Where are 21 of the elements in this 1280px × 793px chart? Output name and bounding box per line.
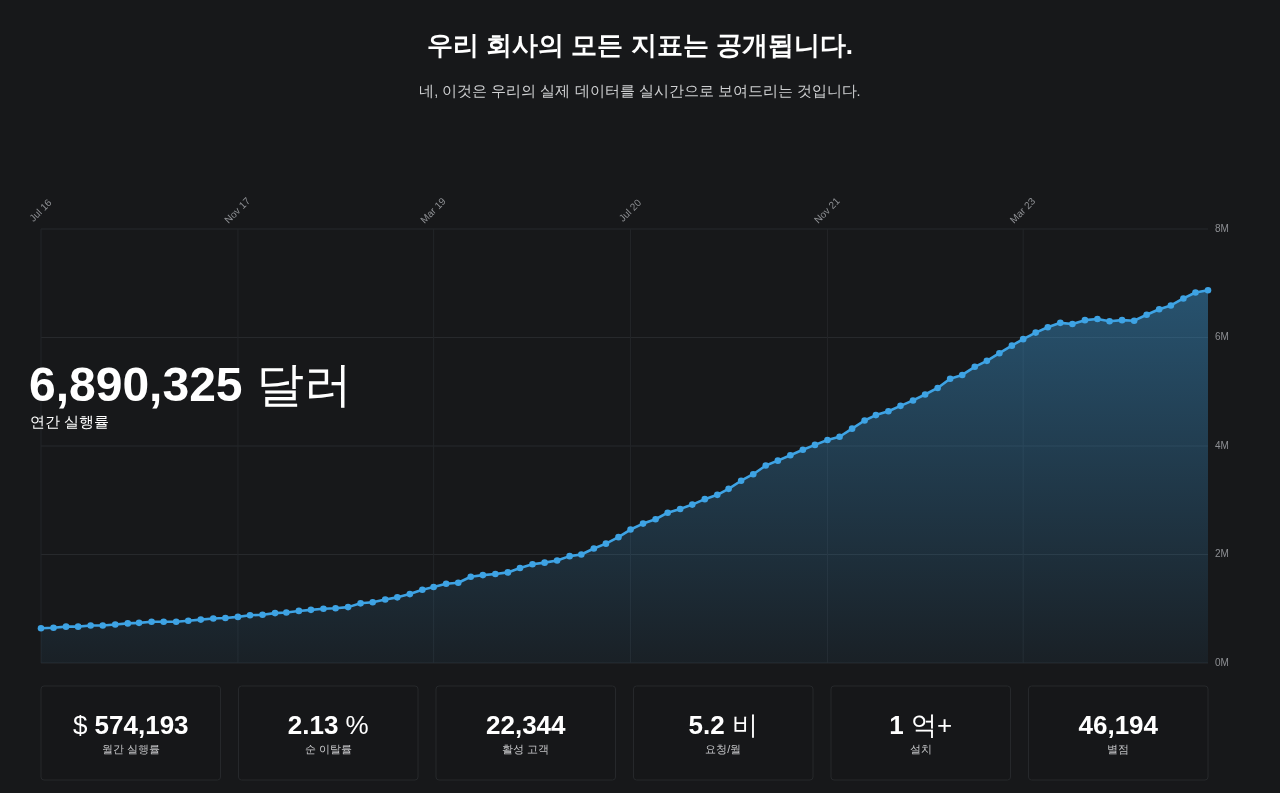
card: 46,194 별점 <box>1028 685 1209 781</box>
annotation: 연간 실행률 <box>30 413 110 430</box>
card: 1 억+ 설치 <box>830 685 1011 781</box>
x-tick-label: Jul 16 <box>27 196 55 224</box>
y-tick-label: 6M <box>1215 331 1229 343</box>
card: 2.13 % 순 이탈률 <box>238 685 419 781</box>
card: 5.2 비 요청/월 <box>633 685 814 781</box>
card: 22,344 활성 고객 <box>435 685 616 781</box>
x-tick-label: Nov 21 <box>811 194 843 226</box>
chart-title: 우리 회사의 모든 지표는 공개됩니다. <box>426 30 854 60</box>
y-tick-label: 0M <box>1215 656 1229 668</box>
y-tick-label: 4M <box>1215 439 1229 451</box>
y-tick-label: 8M <box>1215 222 1229 234</box>
annotation: 6,890,325 달러 <box>29 358 352 411</box>
y-tick-label: 2M <box>1215 548 1229 560</box>
chart-subtitle: 네, 이것은 우리의 실제 데이터를 실시간으로 보여드리는 것입니다. <box>419 83 861 99</box>
card: $ 574,193 월간 실행률 <box>40 685 221 781</box>
x-tick-label: Nov 17 <box>222 194 253 226</box>
x-tick-label: Mar 19 <box>418 195 449 226</box>
x-tick-label: Mar 23 <box>1007 195 1038 226</box>
x-tick-label: Jul 20 <box>616 196 644 224</box>
